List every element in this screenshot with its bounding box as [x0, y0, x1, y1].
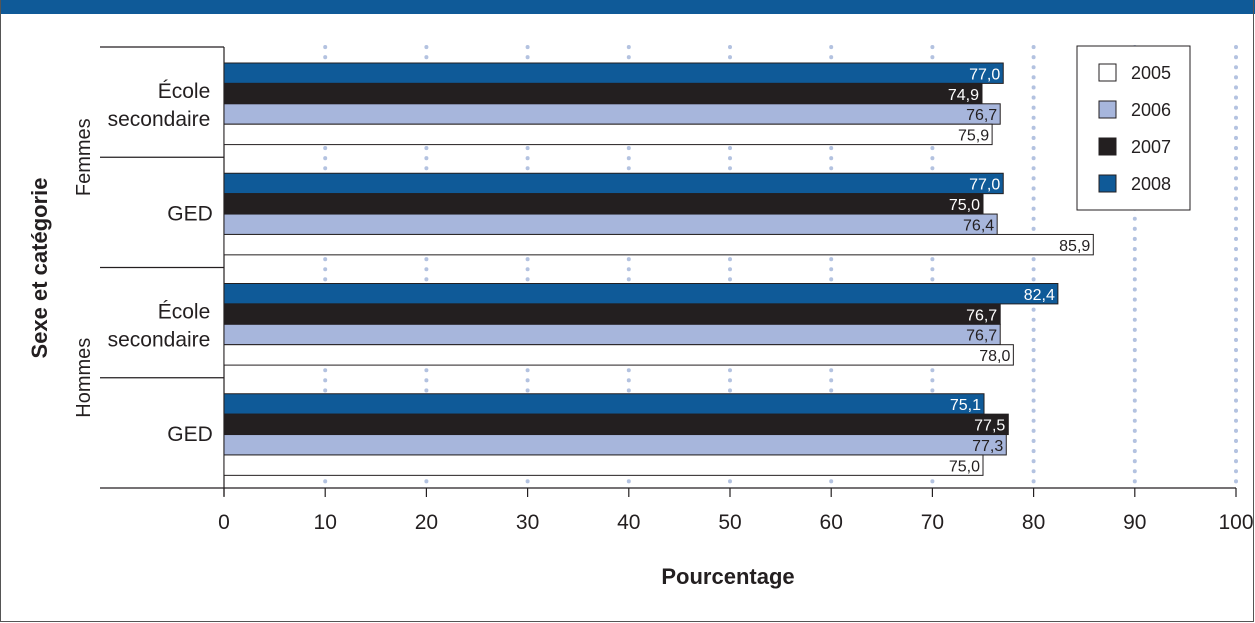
- legend-swatch: [1098, 63, 1117, 82]
- category-label: GED: [167, 202, 213, 225]
- bar: [223, 172, 1004, 195]
- x-tick-label: 80: [1022, 511, 1045, 534]
- bar: [223, 393, 985, 415]
- bar-value-label: 82,4: [1024, 287, 1055, 304]
- bar-value-label: 75,1: [950, 397, 981, 414]
- x-tick-label: 30: [516, 511, 539, 534]
- bar: [223, 62, 1004, 84]
- x-tick-label: 50: [718, 511, 741, 534]
- x-tick-label: 60: [820, 511, 843, 534]
- bar: [223, 323, 1001, 346]
- legend-label: 2007: [1131, 137, 1171, 157]
- bar-value-label: 75,9: [958, 128, 989, 145]
- bar-value-label: 77,3: [972, 438, 1003, 455]
- bar: [223, 123, 993, 146]
- category-label: École: [158, 80, 211, 103]
- sex-label: Femmes: [73, 118, 95, 196]
- x-tick-label: 20: [415, 511, 438, 534]
- bar-value-label: 75,0: [949, 458, 980, 475]
- bar-value-label: 85,9: [1059, 238, 1090, 255]
- bar: [223, 283, 1059, 305]
- bar-value-label: 77,0: [969, 177, 1000, 194]
- bar: [223, 454, 984, 476]
- bar: [223, 344, 1014, 366]
- bar: [223, 193, 984, 215]
- bar: [223, 213, 998, 235]
- category-labels: École secondaire GED École secondaire GED Femm…: [73, 80, 213, 446]
- legend: 2005 2006 2007 2008: [1076, 45, 1191, 211]
- grid-lines: [323, 45, 1238, 490]
- bar-value-label: 76,4: [963, 217, 994, 234]
- category-label: École: [158, 301, 211, 324]
- category-label: GED: [167, 423, 213, 446]
- bar-value-label: 76,7: [966, 107, 997, 124]
- bar: [223, 103, 1001, 125]
- bar-value-label: 74,9: [948, 87, 979, 104]
- x-tick-label: 0: [218, 511, 230, 534]
- bars: 77,0 74,9 76,7 75,9 77,0 75,0 76,4 85,9 82,4 76,7…: [223, 62, 1094, 476]
- legend-box: [1076, 45, 1191, 211]
- bar-value-label: 76,7: [966, 328, 997, 345]
- x-tick-label: 40: [617, 511, 640, 534]
- bar-value-label: 77,0: [969, 66, 1000, 83]
- bar: [223, 233, 1094, 256]
- bar: [223, 434, 1007, 456]
- legend-label: 2005: [1131, 63, 1171, 83]
- bar-value-label: 76,7: [966, 307, 997, 324]
- bar: [223, 303, 1001, 325]
- x-tick-label: 10: [314, 511, 337, 534]
- legend-label: 2008: [1131, 174, 1171, 194]
- legend-swatch: [1098, 174, 1117, 193]
- x-tick-label: 100: [1218, 511, 1253, 534]
- bar: [223, 413, 1009, 436]
- legend-swatch: [1098, 137, 1117, 156]
- category-label: secondaire: [108, 329, 211, 352]
- category-label: secondaire: [108, 108, 211, 131]
- y-axis-title: Sexe et catégorie: [27, 178, 52, 359]
- axes: 0 10 20 30 40 50 60 70 80 90 100: [100, 46, 1254, 534]
- bar-value-label: 75,0: [949, 197, 980, 214]
- sex-label: Hommes: [73, 338, 95, 418]
- x-tick-label: 70: [921, 511, 944, 534]
- x-axis-title: Pourcentage: [661, 564, 794, 589]
- legend-label: 2006: [1131, 100, 1171, 120]
- x-tick-label: 90: [1123, 511, 1146, 534]
- header-strip: [0, 0, 1255, 14]
- legend-swatch: [1098, 100, 1117, 119]
- bar: [223, 82, 983, 105]
- bar-value-label: 77,5: [974, 418, 1005, 435]
- bar-value-label: 78,0: [979, 348, 1010, 365]
